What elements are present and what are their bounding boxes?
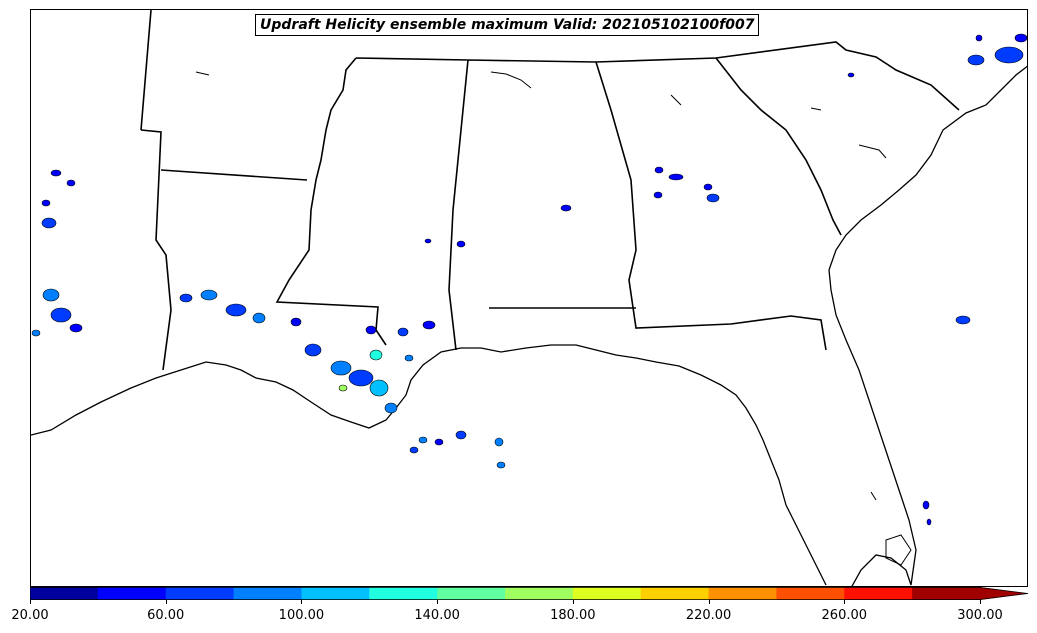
state-borders [140, 10, 960, 371]
colorbar-tick-label: 60.00 [147, 608, 185, 623]
colorbar-segment [844, 587, 913, 600]
colorbar-extend-arrow [980, 587, 1028, 600]
colorbar-tick-mark [165, 600, 167, 604]
colorbar-segment [776, 587, 845, 600]
colorbar-segment [505, 587, 574, 600]
colorbar-segment [233, 587, 302, 600]
helicity-cells [31, 33, 1027, 526]
colorbar [30, 587, 1028, 600]
colorbar-segment [97, 587, 167, 600]
colorbar-tick-label: 300.00 [957, 608, 1003, 623]
colorbar-tick-mark [301, 600, 303, 604]
colorbar-segment [572, 587, 642, 600]
colorbar-ticks: 20.00 60.00 100.00 140.00 180.00 220.00 260.00… [0, 600, 1037, 630]
colorbar-segment [640, 587, 710, 600]
colorbar-tick-mark [708, 600, 710, 604]
colorbar-tick-label: 260.00 [821, 608, 868, 623]
colorbar-segment [301, 587, 370, 600]
colorbar-segment [369, 587, 438, 600]
colorbar-segment [30, 587, 99, 600]
colorbar-segment [165, 587, 235, 600]
colorbar-segment [708, 587, 777, 600]
gulf-coastline [31, 65, 1027, 586]
colorbar-tick-label: 180.00 [550, 608, 596, 623]
colorbar-tick-mark [980, 600, 981, 604]
colorbar-segment [912, 587, 981, 600]
colorbar-outline [30, 587, 1028, 600]
colorbar-tick-label: 220.00 [685, 608, 732, 623]
colorbar-tick-mark [572, 600, 574, 604]
colorbar-segment [437, 587, 506, 600]
map-canvas [31, 10, 1027, 586]
lakes [195, 71, 912, 566]
colorbar-tick-label: 20.00 [11, 608, 49, 623]
map-panel [30, 9, 1028, 587]
colorbar-tick-label: 100.00 [278, 608, 325, 623]
colorbar-tick-mark [437, 600, 439, 604]
map-title: Updraft Helicity ensemble maximum Valid:… [255, 14, 760, 36]
colorbar-tick-mark [844, 600, 846, 604]
colorbar-tick-mark [30, 600, 31, 604]
colorbar-tick-label: 140.00 [414, 608, 460, 623]
